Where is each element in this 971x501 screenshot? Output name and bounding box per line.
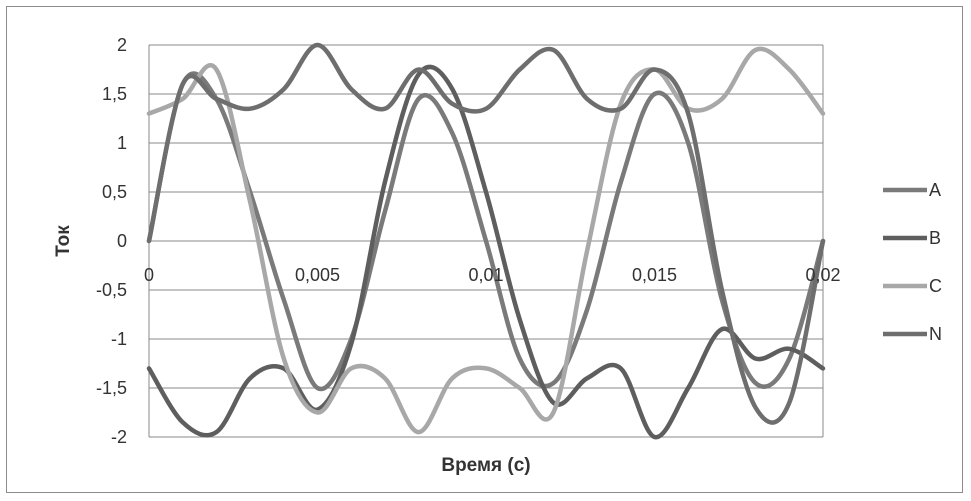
chart-container: 0 0,005 0,01 0,015 0,02 2 1,5 1 0,5 0 -0,5 -1 -1,5 -… xyxy=(6,6,963,493)
x-tick-labels: 0 0,005 0,01 0,015 0,02 xyxy=(144,265,841,285)
y-tick-label: -2 xyxy=(111,427,127,447)
series-line-N xyxy=(146,42,826,425)
legend-label-B: B xyxy=(929,228,941,248)
x-tick-label: 0,01 xyxy=(468,265,503,285)
line-chart: 0 0,005 0,01 0,015 0,02 2 1,5 1 0,5 0 -0,5 -1 -1,5 -… xyxy=(53,35,942,476)
y-tick-labels: 2 1,5 1 0,5 0 -0,5 -1 -1,5 -2 xyxy=(96,35,127,447)
x-tick-label: 0,015 xyxy=(632,265,677,285)
x-tick-label: 0 xyxy=(144,265,154,285)
legend-label-C: C xyxy=(929,276,942,296)
y-tick-label: -1 xyxy=(111,329,127,349)
x-tick-label: 0,005 xyxy=(295,265,340,285)
series-lines xyxy=(146,42,826,440)
legend: A B C N xyxy=(883,180,942,344)
y-tick-label: -1,5 xyxy=(96,378,127,398)
y-tick-label: -0,5 xyxy=(96,280,127,300)
x-tick-label: 0,02 xyxy=(805,265,840,285)
y-tick-label: 0,5 xyxy=(102,182,127,202)
series-line-A xyxy=(146,71,826,392)
x-axis-title: Время (с) xyxy=(441,455,530,476)
y-tick-label: 1 xyxy=(117,133,127,153)
series-line-B xyxy=(146,64,826,440)
y-tick-label: 0 xyxy=(117,231,127,251)
series-line-C xyxy=(146,46,826,435)
legend-label-N: N xyxy=(929,324,942,344)
y-axis-title: Ток xyxy=(53,225,74,257)
legend-label-A: A xyxy=(929,180,941,200)
y-tick-label: 2 xyxy=(117,35,127,55)
y-tick-label: 1,5 xyxy=(102,84,127,104)
